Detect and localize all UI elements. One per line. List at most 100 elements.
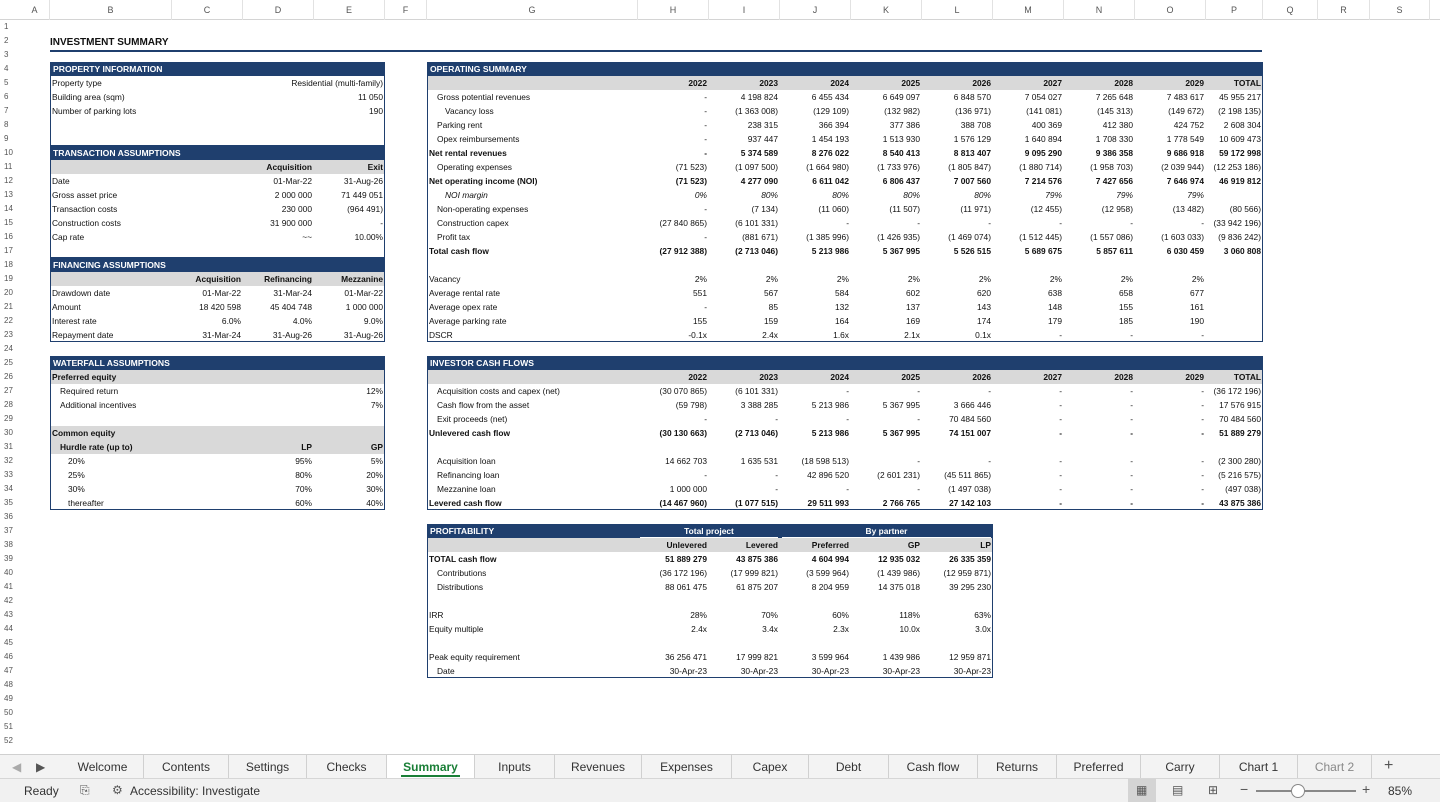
- row-header-23[interactable]: 23: [4, 330, 13, 339]
- row-header-8[interactable]: 8: [4, 120, 9, 129]
- page-layout-button[interactable]: ▤: [1172, 783, 1184, 797]
- row-header-24[interactable]: 24: [4, 344, 13, 353]
- column-header-e[interactable]: E: [314, 0, 385, 20]
- row-header-28[interactable]: 28: [4, 400, 13, 409]
- summary-sheet-grid[interactable]: INVESTMENT SUMMARY PROPERTY INFORMATION P…: [20, 20, 1440, 754]
- row-header-14[interactable]: 14: [4, 204, 13, 213]
- row-header-5[interactable]: 5: [4, 78, 9, 87]
- row-header-13[interactable]: 13: [4, 190, 13, 199]
- tab-summary[interactable]: Summary: [387, 755, 475, 779]
- row-header-46[interactable]: 46: [4, 652, 13, 661]
- row-header-43[interactable]: 43: [4, 610, 13, 619]
- row-header-2[interactable]: 2: [4, 36, 9, 45]
- row-header-36[interactable]: 36: [4, 512, 13, 521]
- column-header-l[interactable]: L: [922, 0, 993, 20]
- tab-chart-2[interactable]: Chart 2: [1298, 755, 1372, 779]
- row-header-26[interactable]: 26: [4, 372, 13, 381]
- column-header-m[interactable]: M: [993, 0, 1064, 20]
- tab-chart-1[interactable]: Chart 1: [1220, 755, 1298, 779]
- accessibility-icon[interactable]: ⚙: [112, 783, 123, 797]
- column-header-n[interactable]: N: [1064, 0, 1135, 20]
- zoom-in-icon[interactable]: +: [1362, 781, 1371, 797]
- row-header-51[interactable]: 51: [4, 722, 13, 731]
- row-header-12[interactable]: 12: [4, 176, 13, 185]
- row-header-22[interactable]: 22: [4, 316, 13, 325]
- row-header-35[interactable]: 35: [4, 498, 13, 507]
- tab-cash-flow[interactable]: Cash flow: [889, 755, 978, 779]
- tab-debt[interactable]: Debt: [809, 755, 889, 779]
- row-header-16[interactable]: 16: [4, 232, 13, 241]
- row-header-21[interactable]: 21: [4, 302, 13, 311]
- row-header-34[interactable]: 34: [4, 484, 13, 493]
- column-header-p[interactable]: P: [1206, 0, 1263, 20]
- row-header-48[interactable]: 48: [4, 680, 13, 689]
- row-header-7[interactable]: 7: [4, 106, 9, 115]
- row-header-50[interactable]: 50: [4, 708, 13, 717]
- add-sheet-icon[interactable]: +: [1384, 757, 1394, 774]
- column-header-c[interactable]: C: [172, 0, 243, 20]
- row-header-20[interactable]: 20: [4, 288, 13, 297]
- row-header-45[interactable]: 45: [4, 638, 13, 647]
- column-header-b[interactable]: B: [50, 0, 172, 20]
- row-header-47[interactable]: 47: [4, 666, 13, 675]
- tab-inputs[interactable]: Inputs: [475, 755, 555, 779]
- row-header-52[interactable]: 52: [4, 736, 13, 745]
- zoom-level[interactable]: 85%: [1388, 784, 1413, 798]
- row-header-44[interactable]: 44: [4, 624, 13, 633]
- zoom-slider-handle[interactable]: [1290, 784, 1305, 798]
- column-header-s[interactable]: S: [1370, 0, 1430, 20]
- row-header-37[interactable]: 37: [4, 526, 13, 535]
- row-header-10[interactable]: 10: [4, 148, 13, 157]
- row-header-32[interactable]: 32: [4, 456, 13, 465]
- row-header-29[interactable]: 29: [4, 414, 13, 423]
- row-header-18[interactable]: 18: [4, 260, 13, 269]
- macro-recording-icon[interactable]: ⎘: [80, 783, 90, 797]
- column-header-f[interactable]: F: [385, 0, 427, 20]
- row-header-9[interactable]: 9: [4, 134, 9, 143]
- page-break-preview-button[interactable]: ⊞: [1208, 783, 1219, 797]
- column-header-k[interactable]: K: [851, 0, 922, 20]
- column-header-h[interactable]: H: [638, 0, 709, 20]
- column-header-q[interactable]: Q: [1263, 0, 1318, 20]
- row-header-1[interactable]: 1: [4, 22, 9, 31]
- column-header-d[interactable]: D: [243, 0, 314, 20]
- scroll-right-icon[interactable]: ▶: [36, 760, 46, 774]
- column-header-g[interactable]: G: [427, 0, 638, 20]
- row-header-41[interactable]: 41: [4, 582, 13, 591]
- tab-preferred[interactable]: Preferred: [1057, 755, 1141, 779]
- tab-contents[interactable]: Contents: [144, 755, 229, 779]
- row-header-42[interactable]: 42: [4, 596, 13, 605]
- row-header-27[interactable]: 27: [4, 386, 13, 395]
- tab-welcome[interactable]: Welcome: [62, 755, 144, 779]
- row-header-11[interactable]: 11: [4, 162, 13, 171]
- row-header-6[interactable]: 6: [4, 92, 9, 101]
- column-header-o[interactable]: O: [1135, 0, 1206, 20]
- column-header-j[interactable]: J: [780, 0, 851, 20]
- tab-settings[interactable]: Settings: [229, 755, 307, 779]
- row-header-19[interactable]: 19: [4, 274, 13, 283]
- row-header-49[interactable]: 49: [4, 694, 13, 703]
- tab-carry[interactable]: Carry: [1141, 755, 1220, 779]
- row-header-3[interactable]: 3: [4, 50, 9, 59]
- zoom-out-icon[interactable]: −: [1240, 781, 1249, 797]
- row-header-4[interactable]: 4: [4, 64, 9, 73]
- row-header-25[interactable]: 25: [4, 358, 13, 367]
- tab-revenues[interactable]: Revenues: [555, 755, 642, 779]
- scroll-left-icon[interactable]: ◀: [12, 760, 22, 774]
- tab-expenses[interactable]: Expenses: [642, 755, 732, 779]
- row-header-40[interactable]: 40: [4, 568, 13, 577]
- tab-checks[interactable]: Checks: [307, 755, 387, 779]
- row-header-30[interactable]: 30: [4, 428, 13, 437]
- accessibility-status[interactable]: Accessibility: Investigate: [130, 784, 261, 798]
- tab-returns[interactable]: Returns: [978, 755, 1057, 779]
- row-header-31[interactable]: 31: [4, 442, 13, 451]
- row-header-39[interactable]: 39: [4, 554, 13, 563]
- row-header-38[interactable]: 38: [4, 540, 13, 549]
- tab-capex[interactable]: Capex: [732, 755, 809, 779]
- row-header-17[interactable]: 17: [4, 246, 13, 255]
- column-header-r[interactable]: R: [1318, 0, 1370, 20]
- row-header-15[interactable]: 15: [4, 218, 13, 227]
- row-header-33[interactable]: 33: [4, 470, 13, 479]
- column-header-a[interactable]: A: [20, 0, 50, 20]
- column-header-i[interactable]: I: [709, 0, 780, 20]
